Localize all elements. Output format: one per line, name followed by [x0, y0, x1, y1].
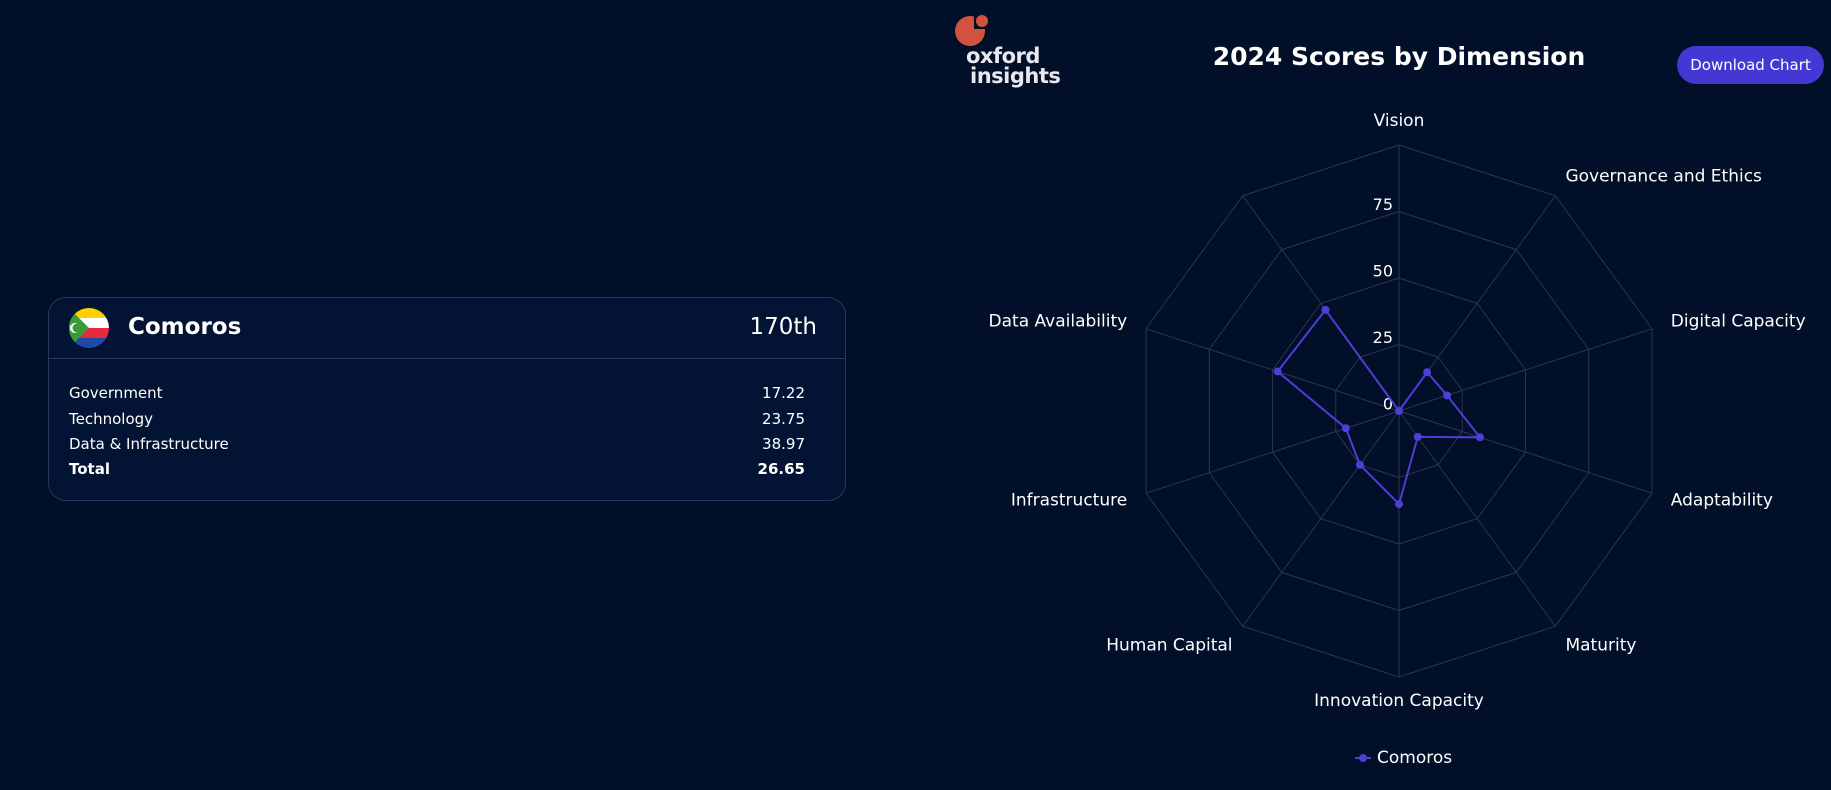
row-label: Government: [69, 384, 163, 402]
logo-line: insights: [970, 64, 1061, 88]
axis-label: Digital Capacity: [1671, 311, 1806, 331]
row-value: 23.75: [762, 410, 805, 428]
row-value: 26.65: [757, 460, 805, 478]
grid-spoke: [1242, 410, 1400, 627]
logo-line: oxford: [966, 44, 1040, 68]
row-value: 17.22: [762, 384, 805, 402]
data-point: [1413, 432, 1422, 441]
axis-label: Data Availability: [989, 311, 1128, 331]
data-point: [1395, 500, 1403, 509]
r-tick-label: 0: [1383, 395, 1393, 414]
axis-label: Innovation Capacity: [1314, 691, 1484, 711]
logo-mark: [955, 13, 994, 46]
axis-label: Infrastructure: [1011, 491, 1127, 511]
logo: oxford insights: [954, 13, 1061, 87]
score-row: Total 26.65: [69, 460, 805, 482]
data-point: [1355, 460, 1364, 469]
download-button[interactable]: Download Chart: [1677, 46, 1824, 84]
score-row: Data & Infrastructure 38.97: [69, 435, 805, 457]
score-row: Government 17.22: [69, 384, 805, 406]
grid-spoke: [1398, 410, 1556, 627]
data-point: [1395, 407, 1403, 415]
country-rank: 170th: [749, 314, 818, 340]
row-label: Total: [69, 460, 110, 478]
axis-label: Maturity: [1565, 636, 1636, 656]
legend-label: Comoros: [1377, 748, 1452, 768]
logo-text: oxford insights: [966, 44, 1061, 88]
grid-spoke: [1145, 410, 1400, 494]
country-name: Comoros: [128, 314, 242, 340]
axis-label: Human Capital: [1106, 636, 1232, 656]
axis-label: Adaptability: [1671, 491, 1773, 511]
r-tick-label: 50: [1373, 262, 1393, 281]
flag: [69, 308, 109, 348]
score-card: Comoros 170th Government 17.22 Technology 2…: [48, 297, 846, 501]
row-label: Data & Infrastructure: [69, 435, 229, 453]
r-tick-label: 75: [1373, 195, 1393, 214]
data-point: [1273, 367, 1282, 376]
legend-marker: [1359, 754, 1367, 762]
r-tick-label: 25: [1373, 328, 1393, 347]
data-point: [1475, 433, 1484, 442]
row-value: 38.97: [762, 435, 805, 453]
data-point: [1341, 424, 1350, 433]
row-label: Technology: [69, 410, 154, 428]
data-point: [1321, 305, 1330, 314]
grid-spoke: [1398, 410, 1653, 494]
score-row: Technology 23.75: [69, 410, 805, 432]
axis-label: Vision: [1374, 111, 1425, 131]
axis-label: Governance and Ethics: [1565, 166, 1762, 186]
data-point: [1423, 368, 1432, 377]
data-point: [1443, 391, 1452, 400]
chart-title: 2024 Scores by Dimension: [1213, 42, 1586, 71]
grid-spoke: [1398, 328, 1653, 412]
card-header: Comoros 170th: [49, 298, 845, 359]
grid-spoke: [1145, 328, 1400, 412]
